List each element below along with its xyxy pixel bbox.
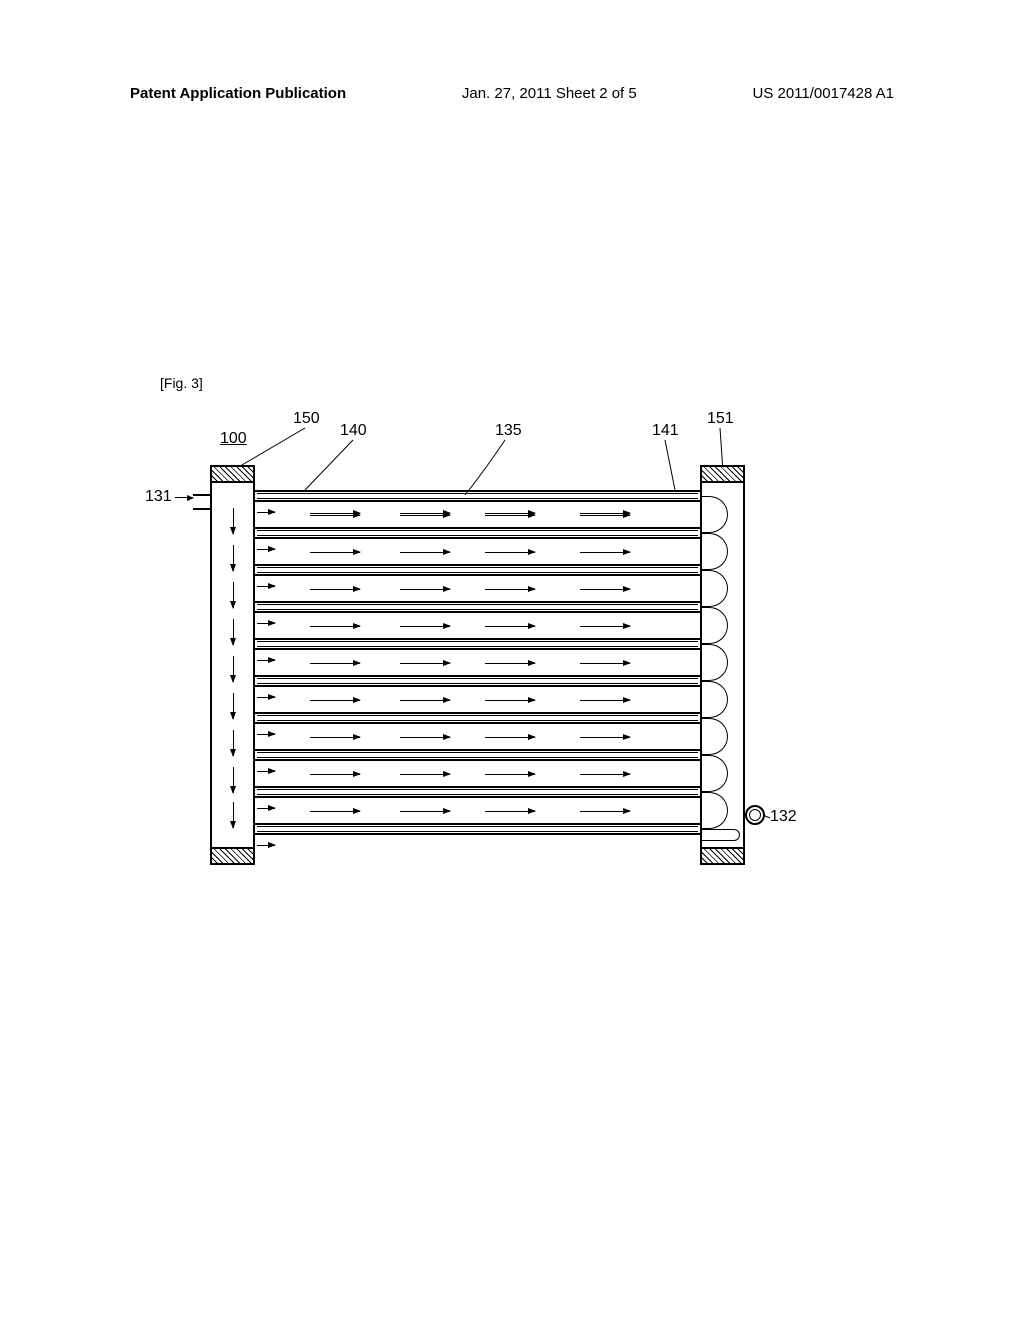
flow-arrow-horizontal <box>580 663 630 664</box>
flow-arrow-horizontal <box>400 811 450 812</box>
page-header: Patent Application Publication Jan. 27, … <box>0 85 1024 102</box>
right-chamber-cap-bottom <box>700 847 745 865</box>
flow-arrow-entry <box>257 697 275 698</box>
flow-arrow-horizontal <box>485 552 535 553</box>
inlet-arrow <box>175 497 193 498</box>
flow-arrow-vertical <box>233 693 234 719</box>
outlet-port-inner <box>749 809 761 821</box>
flow-arrow-vertical <box>233 802 234 828</box>
flow-arrow-horizontal <box>400 589 450 590</box>
flow-arrow-horizontal <box>580 626 630 627</box>
tube-inner <box>257 752 698 758</box>
ref-label-150: 150 <box>293 410 320 428</box>
ref-label-132: 132 <box>770 808 797 826</box>
flow-arrow-horizontal <box>485 589 535 590</box>
flow-arrow-entry <box>257 734 275 735</box>
left-chamber-cap-bottom <box>210 847 255 865</box>
return-curve-last <box>700 829 740 841</box>
ref-label-140: 140 <box>340 422 367 440</box>
tube-inner <box>257 826 698 832</box>
flow-arrow-horizontal <box>310 774 360 775</box>
flow-arrow-vertical <box>233 730 234 756</box>
flow-arrow-horizontal <box>580 552 630 553</box>
heat-exchanger-diagram: 100 150 140 135 141 151 131 132 <box>145 400 845 870</box>
tube-inner <box>257 530 698 536</box>
flow-arrow-entry <box>257 586 275 587</box>
date-sheet: Jan. 27, 2011 Sheet 2 of 5 <box>462 85 637 102</box>
flow-arrow-horizontal <box>310 626 360 627</box>
flow-arrow-horizontal <box>580 737 630 738</box>
flow-arrow-horizontal <box>400 552 450 553</box>
flow-arrow-horizontal <box>310 737 360 738</box>
flow-arrow-horizontal <box>400 737 450 738</box>
flow-arrow-entry <box>257 660 275 661</box>
flow-arrow-horizontal <box>485 626 535 627</box>
flow-arrow-horizontal <box>400 700 450 701</box>
flow-arrow-horizontal <box>310 589 360 590</box>
flow-arrow-horizontal <box>400 663 450 664</box>
flow-arrow-horizontal <box>485 811 535 812</box>
patent-number: US 2011/0017428 A1 <box>752 85 894 102</box>
flow-arrow-horizontal <box>310 663 360 664</box>
flow-arrow-horizontal <box>400 774 450 775</box>
flow-arrow-horizontal <box>400 626 450 627</box>
flow-arrow-entry <box>257 512 275 513</box>
flow-arrow-horizontal <box>485 700 535 701</box>
flow-arrow-vertical <box>233 656 234 682</box>
flow-arrow-horizontal <box>580 700 630 701</box>
flow-arrow-vertical <box>233 508 234 534</box>
left-chamber-cap-top <box>210 465 255 483</box>
flow-arrow-horizontal <box>485 737 535 738</box>
ref-label-135: 135 <box>495 422 522 440</box>
flow-arrow-horizontal <box>485 774 535 775</box>
tube-inner <box>257 715 698 721</box>
flow-arrow-horizontal <box>580 589 630 590</box>
figure-label: [Fig. 3] <box>160 375 203 391</box>
flow-arrow-horizontal <box>485 663 535 664</box>
flow-arrow-entry <box>257 845 275 846</box>
ref-label-100: 100 <box>220 430 247 448</box>
tube-inner <box>257 678 698 684</box>
tube-inner <box>257 789 698 795</box>
flow-arrow-entry <box>257 549 275 550</box>
flow-arrow-horizontal <box>310 700 360 701</box>
tube-inner <box>257 604 698 610</box>
flow-arrow-entry <box>257 623 275 624</box>
flow-arrow-horizontal <box>580 811 630 812</box>
flow-arrow-vertical <box>233 545 234 571</box>
flow-arrow-horizontal <box>580 515 630 516</box>
flow-arrow-vertical <box>233 767 234 793</box>
flow-arrow-horizontal <box>310 811 360 812</box>
flow-arrow-horizontal <box>310 552 360 553</box>
ref-label-131: 131 <box>145 488 172 506</box>
flow-arrow-entry <box>257 771 275 772</box>
flow-arrow-vertical <box>233 619 234 645</box>
inlet-port <box>193 494 210 510</box>
flow-arrow-horizontal <box>400 515 450 516</box>
flow-arrow-horizontal <box>485 515 535 516</box>
flow-arrow-vertical <box>233 582 234 608</box>
tube-inner <box>257 641 698 647</box>
flow-arrow-horizontal <box>580 774 630 775</box>
flow-arrow-horizontal <box>310 515 360 516</box>
publication-type: Patent Application Publication <box>130 85 346 102</box>
tube-inner <box>257 567 698 573</box>
flow-arrow-entry <box>257 808 275 809</box>
ref-label-151: 151 <box>707 410 734 428</box>
tube-inner <box>257 493 698 499</box>
ref-label-141: 141 <box>652 422 679 440</box>
right-chamber-cap-top <box>700 465 745 483</box>
